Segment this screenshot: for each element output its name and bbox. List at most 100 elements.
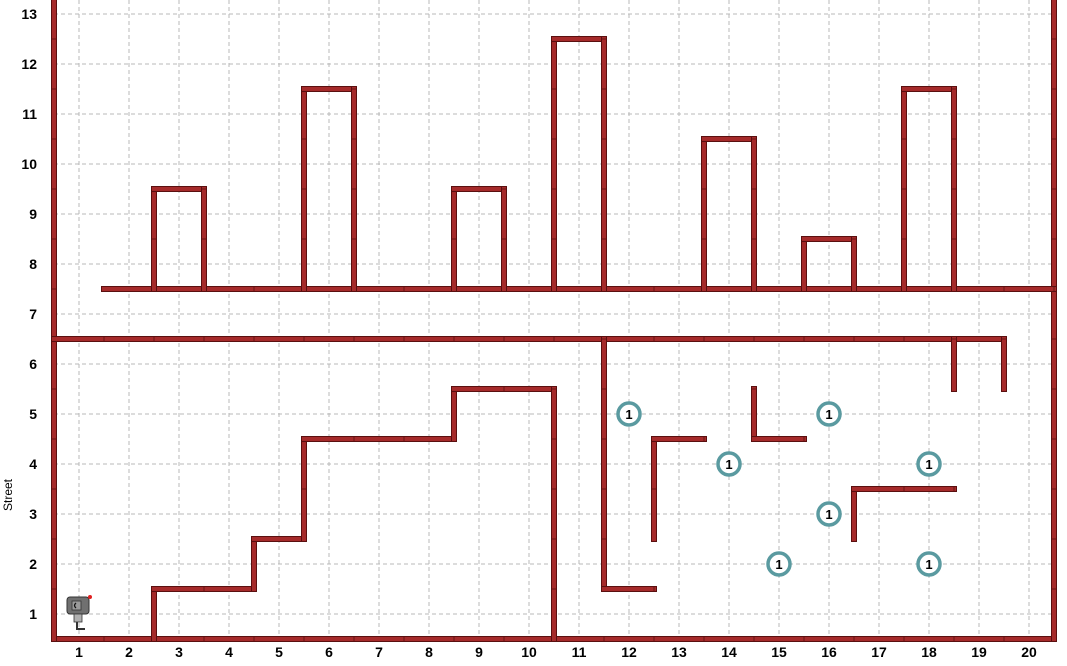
beeper: 1 [616,401,642,427]
avenue-tick-label: 4 [225,644,233,660]
wall-segment [201,186,207,292]
avenue-tick-label: 16 [821,644,837,660]
wall-segment [351,86,357,292]
robot-body [73,613,83,623]
street-tick-label: 1 [29,606,37,622]
street-tick-label: 2 [29,556,37,572]
wall-brick-strip [601,36,607,292]
wall-brick-strip [101,286,1057,292]
wall-segment [751,136,757,292]
wall-segment [301,436,457,442]
avenue-tick-label: 12 [621,644,637,660]
street-tick-label: 12 [21,56,37,72]
wall-segment [1051,0,1057,642]
beeper: 1 [916,451,942,477]
avenue-tick-label: 15 [771,644,787,660]
wall-segment [301,86,307,292]
robot [66,595,92,630]
wall-segment [801,236,857,242]
wall-brick-strip [1051,0,1057,642]
walls [51,0,1057,642]
wall-brick-strip [51,336,1007,342]
street-tick-label: 11 [22,106,37,122]
beeper-count: 1 [825,507,832,522]
wall-brick-strip [601,336,607,592]
wall-brick-strip [801,236,857,242]
beeper: 1 [816,401,842,427]
avenue-tick-label: 7 [375,644,383,660]
beeper-ring [816,401,842,427]
wall-segment [601,336,607,592]
wall-brick-strip [1001,336,1007,392]
wall-segment [601,586,657,592]
wall-brick-strip [751,386,757,442]
wall-brick-strip [601,586,657,592]
beeper-ring [916,551,942,577]
wall-segment [51,336,1007,342]
beeper-count: 1 [925,457,932,472]
wall-brick-strip [801,236,807,292]
wall-segment [451,386,457,442]
wall-segment [301,436,307,542]
beeper-ring [716,451,742,477]
wall-brick-strip [451,386,457,442]
wall-brick-strip [951,336,957,392]
wall-segment [101,286,1057,292]
avenue-tick-label: 1 [75,644,83,660]
street-tick-label: 3 [29,506,37,522]
wall-brick-strip [701,136,707,292]
street-tick-label: 6 [29,356,37,372]
street-tick-label: 13 [21,6,37,22]
avenue-tick-label: 3 [175,644,183,660]
avenue-tick-label: 5 [275,644,283,660]
wall-segment [901,86,957,92]
wall-segment [851,486,857,542]
wall-segment [701,136,757,142]
avenue-tick-label: 11 [572,644,587,660]
street-tick-label: 4 [29,456,37,472]
avenue-tick-label: 20 [1021,644,1037,660]
beeper: 1 [716,451,742,477]
wall-segment [451,186,507,192]
wall-segment [251,536,307,542]
wall-brick-strip [751,436,807,442]
wall-brick-strip [701,136,757,142]
wall-brick-strip [901,86,957,92]
wall-segment [151,586,257,592]
robot-antenna-light [88,595,92,599]
wall-segment [1001,336,1007,392]
avenue-tick-label: 13 [671,644,687,660]
avenue-tick-label: 2 [125,644,133,660]
wall-segment [601,36,607,292]
avenue-tick-label: 17 [871,644,887,660]
wall-segment [851,486,957,492]
avenue-tick-label: 8 [425,644,433,660]
beeper-ring [916,451,942,477]
wall-segment [651,436,707,442]
beeper-count: 1 [825,407,832,422]
street-axis-label: Street [1,478,15,511]
wall-brick-strip [551,36,607,42]
avenue-tick-label: 10 [521,644,537,660]
wall-brick-strip [851,236,857,292]
wall-brick-strip [751,136,757,292]
avenue-tick-label: 18 [921,644,937,660]
wall-segment [701,136,707,292]
beeper-count: 1 [775,557,782,572]
wall-segment [551,36,607,42]
wall-brick-strip [151,186,207,192]
wall-segment [951,86,957,292]
beeper: 1 [816,501,842,527]
wall-segment [251,536,257,592]
wall-brick-strip [551,386,557,642]
wall-brick-strip [301,86,357,92]
avenue-tick-label: 9 [475,644,483,660]
wall-segment [751,386,757,442]
wall-segment [451,386,557,392]
robot-face [71,600,82,611]
wall-brick-strip [51,0,57,642]
wall-segment [551,36,557,292]
wall-segment [51,0,57,642]
wall-segment [751,436,807,442]
